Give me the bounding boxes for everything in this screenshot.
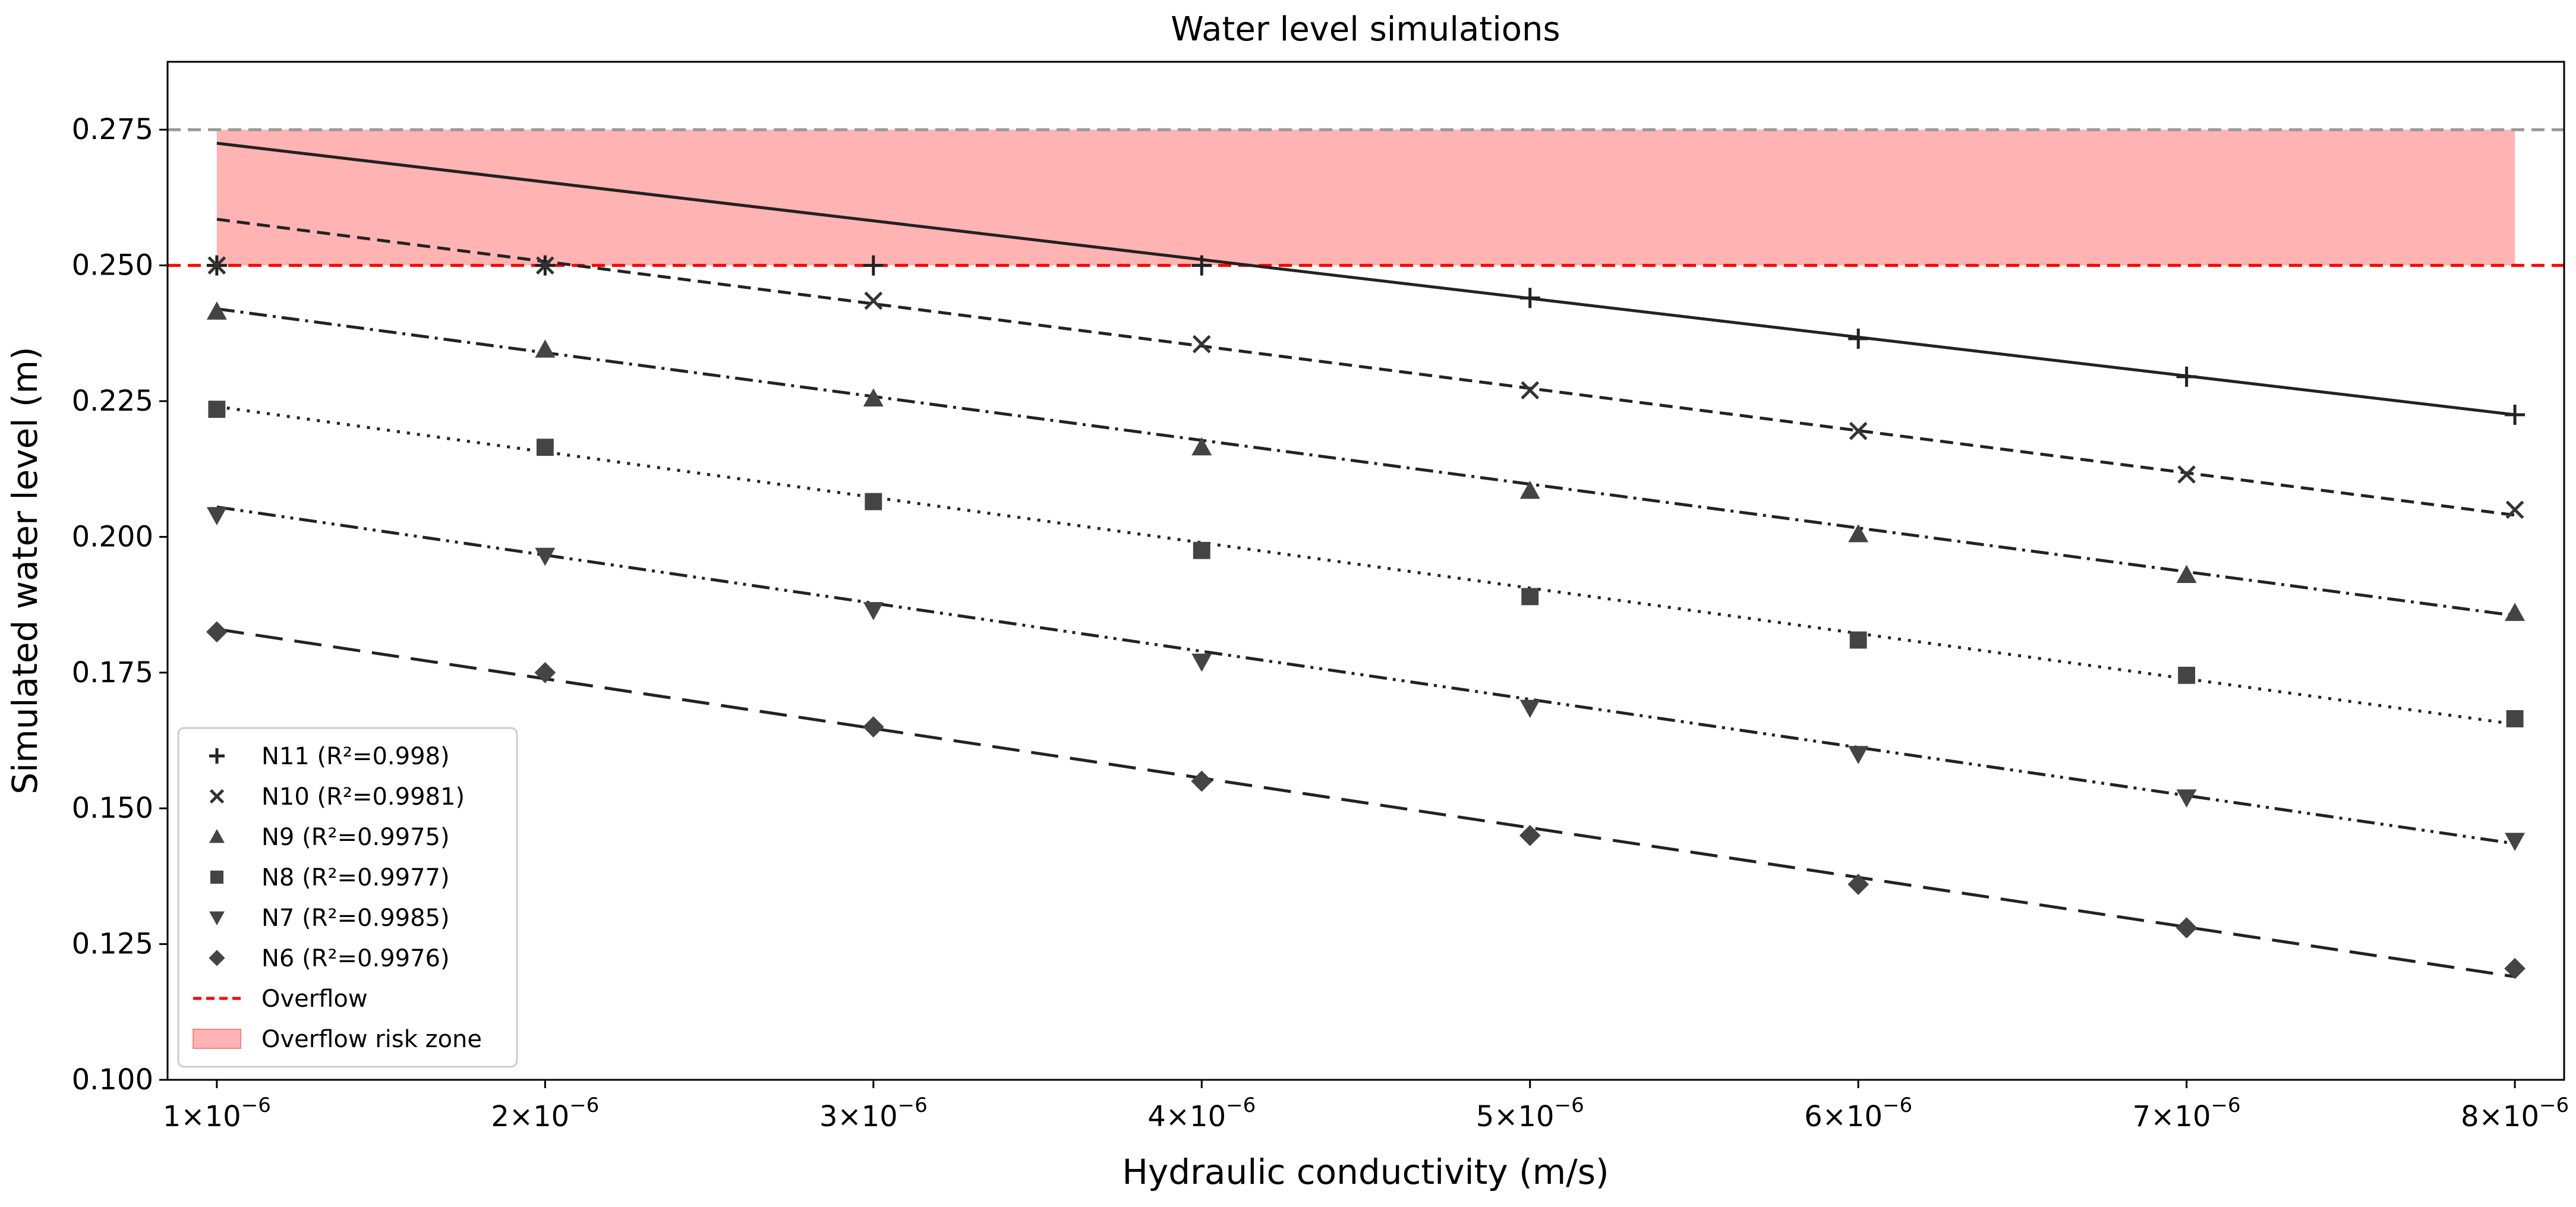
data-point-n7-8 (2505, 833, 2525, 852)
data-point-n10-8 (2505, 500, 2524, 519)
data-point-n10-6 (1849, 421, 1868, 440)
data-point-n8-4 (1193, 541, 1210, 559)
fit-line-n6 (216, 628, 2515, 978)
legend-marker-n10 (209, 789, 225, 804)
x-tick-label: 7×10−6 (2133, 1093, 2241, 1133)
y-tick-label: 0.175 (72, 656, 153, 689)
legend-label-n9: N9 (R²=0.9975) (261, 824, 450, 851)
y-tick-label: 0.100 (72, 1063, 153, 1096)
data-point-n8-5 (1521, 588, 1539, 606)
data-point-n11-3 (863, 255, 884, 276)
data-point-n7-2 (535, 547, 556, 566)
y-tick-label: 0.275 (72, 113, 153, 146)
x-tick-label: 3×10−6 (819, 1093, 928, 1133)
data-point-n6-7 (2175, 917, 2197, 939)
data-point-n9-1 (206, 301, 227, 320)
data-point-n7-5 (1519, 699, 1540, 718)
data-point-n8-1 (208, 401, 226, 418)
data-point-n7-6 (1848, 746, 1869, 764)
legend-label-n10: N10 (R²=0.9981) (261, 783, 465, 811)
data-point-n10-1 (207, 256, 226, 275)
x-tick-label: 8×10−6 (2461, 1093, 2569, 1133)
data-point-n11-4 (1191, 255, 1212, 276)
data-point-n10-7 (2177, 465, 2196, 484)
overflow-risk-zone (216, 130, 2515, 266)
fit-line-n10 (216, 218, 2515, 517)
data-point-n6-4 (1191, 770, 1213, 792)
data-point-n10-3 (864, 291, 883, 310)
data-point-n9-4 (1191, 437, 1212, 456)
data-point-n8-2 (536, 439, 554, 456)
chart-title: Water level simulations (1171, 10, 1560, 49)
legend-label-n6: N6 (R²=0.9976) (261, 945, 450, 972)
legend-label-n8: N8 (R²=0.9977) (261, 864, 450, 891)
data-point-n9-5 (1519, 480, 1540, 499)
legend: N11 (R²=0.998) N10 (R²=0.9981) N9 (R²=0.99… (177, 727, 518, 1068)
data-point-n11-6 (1848, 328, 1869, 349)
data-point-n6-1 (206, 621, 228, 643)
data-point-n7-1 (206, 507, 227, 525)
legend-label-n7: N7 (R²=0.9985) (261, 905, 450, 932)
data-point-n8-8 (2506, 710, 2524, 727)
legend-label-n11: N11 (R²=0.998) (261, 743, 450, 770)
fit-line-n7 (216, 505, 2515, 846)
legend-marker-n11 (209, 748, 225, 764)
data-point-n9-7 (2176, 565, 2197, 583)
data-point-n7-7 (2176, 789, 2197, 808)
y-tick-label: 0.250 (72, 249, 153, 282)
data-point-n10-2 (535, 256, 554, 275)
data-point-n7-3 (863, 602, 884, 620)
data-point-n11-7 (2176, 366, 2197, 387)
data-point-n8-7 (2178, 666, 2196, 684)
data-point-n7-4 (1191, 653, 1212, 672)
data-point-n6-3 (862, 716, 884, 738)
y-tick-label: 0.225 (72, 385, 153, 418)
y-tick-label: 0.200 (72, 520, 153, 553)
data-point-n9-8 (2505, 603, 2525, 621)
x-tick-label: 6×10−6 (1804, 1093, 1912, 1133)
data-point-n10-4 (1192, 335, 1211, 354)
fit-line-n11 (216, 141, 2515, 417)
data-point-n6-8 (2504, 957, 2525, 979)
x-tick-label: 2×10−6 (491, 1093, 599, 1133)
data-point-n11-5 (1519, 288, 1540, 308)
legend-risk-zone-swatch (193, 1029, 241, 1049)
legend-marker-n6 (209, 950, 225, 966)
data-point-n6-2 (534, 661, 556, 683)
data-point-n6-5 (1519, 825, 1541, 846)
x-tick-label: 1×10−6 (163, 1093, 271, 1133)
y-tick-label: 0.125 (72, 928, 153, 961)
legend-box (177, 727, 518, 1068)
fit-line-n9 (216, 307, 2515, 617)
y-axis-label: Simulated water level (m) (5, 346, 45, 794)
data-point-n8-6 (1849, 631, 1867, 649)
legend-marker-n7 (209, 911, 225, 925)
x-tick-label: 5×10−6 (1476, 1093, 1584, 1133)
data-point-n11-8 (2505, 404, 2525, 425)
data-point-n8-3 (865, 493, 882, 510)
legend-label-risk-zone: Overflow risk zone (261, 1026, 482, 1053)
y-tick-label: 0.150 (72, 792, 153, 825)
data-point-n10-5 (1521, 381, 1540, 400)
data-point-n9-6 (1848, 524, 1869, 543)
data-point-n9-3 (863, 388, 884, 407)
fit-line-n8 (216, 405, 2515, 726)
x-tick-label: 4×10−6 (1147, 1093, 1256, 1133)
data-point-n9-2 (535, 339, 556, 358)
x-axis-label: Hydraulic conductivity (m/s) (1122, 1152, 1609, 1192)
data-point-n6-6 (1847, 874, 1869, 895)
legend-label-overflow: Overflow (261, 985, 368, 1013)
plot-frame (166, 61, 2565, 1081)
legend-marker-n9 (209, 829, 225, 843)
legend-marker-n8 (210, 870, 224, 884)
